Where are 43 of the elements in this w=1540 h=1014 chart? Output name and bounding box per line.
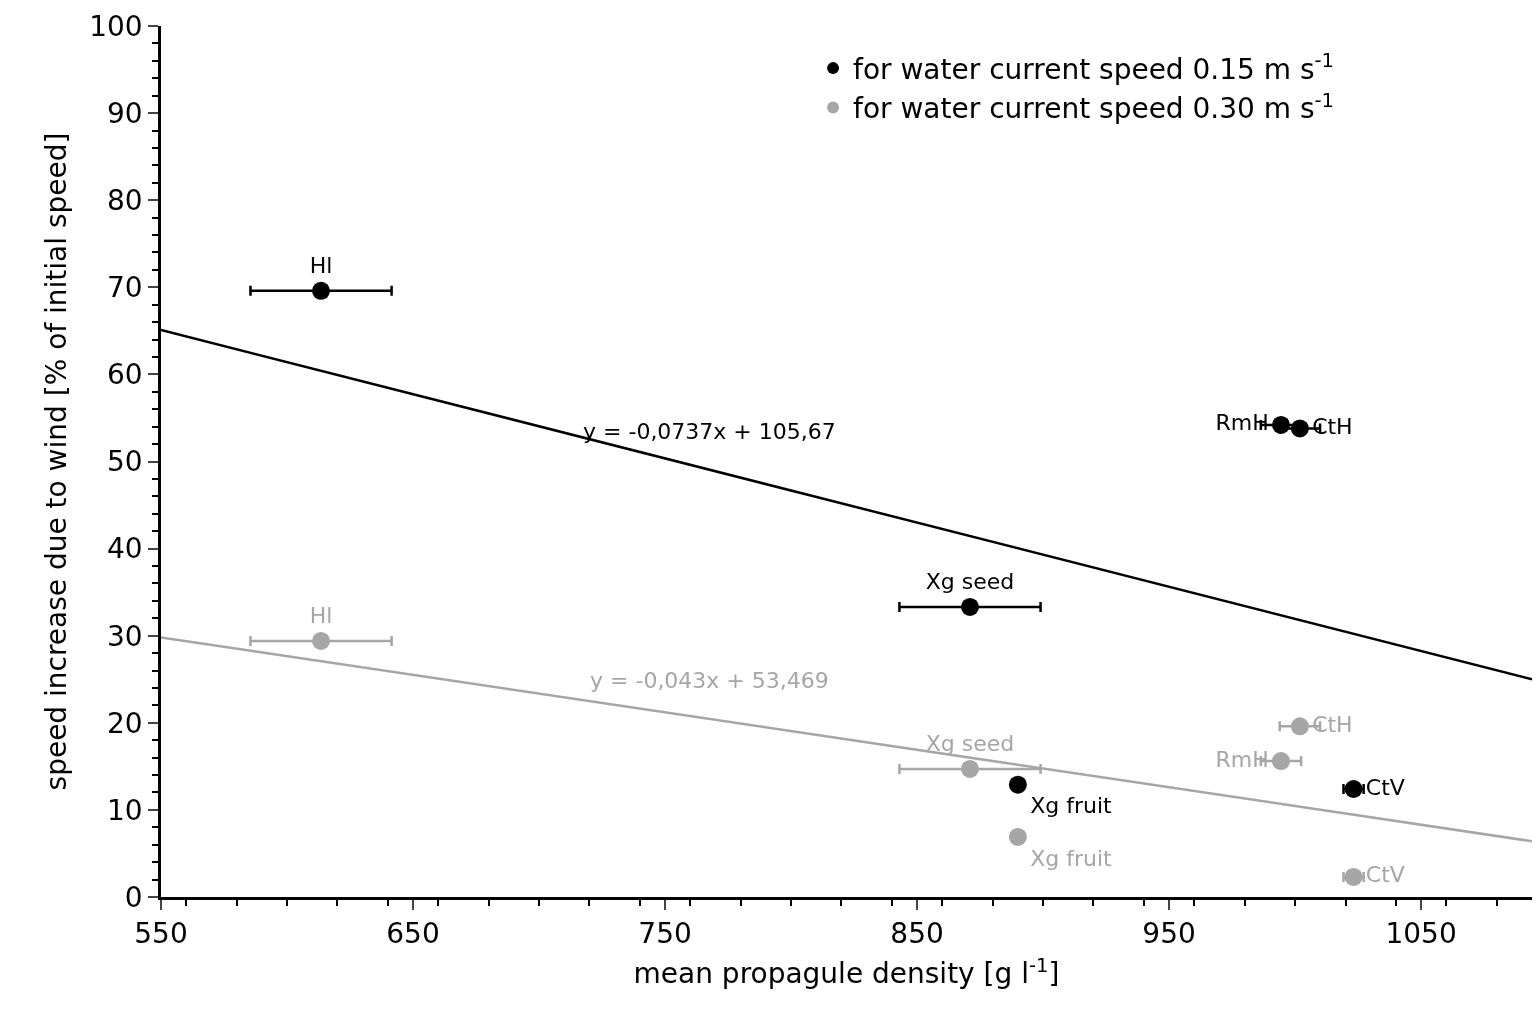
y-axis-title: speed increase due to wind [% of initial speed] [39,132,73,791]
point [961,759,979,778]
point [1290,717,1309,736]
y-tick-label: 40 [107,532,143,566]
data-label: CtV [1365,774,1405,800]
y-tick-label: 80 [107,184,143,217]
point [1272,752,1290,771]
legend-label: for water current speed 0.30 m s$^{-1}$ [853,88,1335,126]
data-label: RmH [1215,410,1269,436]
data-label: CtV [1365,862,1405,888]
y-tick-label: 50 [107,445,143,479]
y-tick-label: 10 [107,793,143,827]
x-tick-label: 950 [1142,917,1196,951]
y-tick-label: 30 [107,619,143,653]
data-label: RmH [1215,746,1269,772]
y-tick-label: 20 [107,706,143,740]
data-label: CtH [1312,711,1353,737]
point [961,597,979,616]
point [1290,419,1309,438]
point [1008,827,1027,846]
y-tick-label: 0 [124,880,143,914]
point [1272,415,1290,434]
y-tick-label: 60 [107,358,143,392]
data-label: Xg fruit [1030,793,1113,819]
y-tick-label: 100 [89,9,143,43]
point [1008,775,1027,794]
point [312,631,331,650]
data-label: Hl [309,253,333,279]
x-tick-label: 1050 [1385,917,1457,951]
x-tick-label: 750 [638,917,692,951]
data-label: Hl [309,603,333,629]
x-tick-label: 550 [134,917,188,951]
x-tick-label: 650 [386,917,440,951]
x-axis-title: mean propagule density [g l$^{-1}$] [633,953,1060,991]
point [312,281,331,300]
annotation: y = -0,043x + 53,469 [590,668,829,693]
y-tick-label: 70 [107,271,143,305]
legend-label: for water current speed 0.15 m s$^{-1}$ [853,49,1335,87]
data-label: CtH [1312,413,1353,439]
data-label: Xg seed [925,569,1015,595]
x-tick-label: 850 [890,917,944,951]
y-tick-label: 90 [107,96,143,130]
data-label: Xg fruit [1030,845,1113,871]
